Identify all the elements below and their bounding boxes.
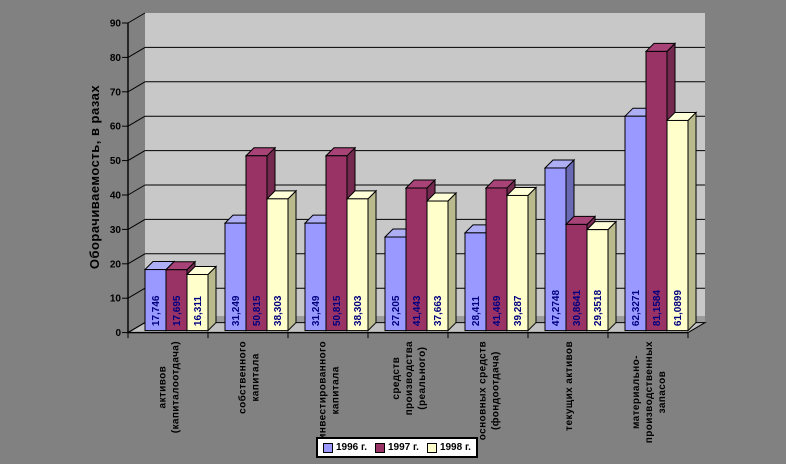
category-label: (фондоотдача)	[490, 351, 502, 430]
bar-1998	[506, 194, 529, 332]
bar-1998	[666, 119, 689, 332]
bar-value-label: 41,443	[412, 295, 423, 326]
category-label: средств	[391, 357, 402, 400]
bar-value-label: 41,469	[492, 295, 503, 326]
bar-1998	[186, 273, 209, 332]
legend-swatch-1996	[323, 442, 333, 453]
y-axis-tick-label: 70	[110, 87, 122, 98]
category-label: производства	[404, 341, 415, 415]
category-label: собственного	[237, 341, 249, 414]
category-label: капитала	[251, 353, 262, 401]
gridline-connector	[127, 150, 146, 162]
bar-value-label: 39,287	[513, 295, 524, 326]
y-axis-tick-label: 30	[110, 225, 122, 236]
bar-value-label: 17,746	[151, 295, 162, 326]
bar-value-label: 37,663	[433, 295, 444, 326]
gridline-connector	[127, 218, 146, 230]
bar-1998	[586, 229, 609, 332]
category-label: производственных	[644, 341, 655, 443]
bar-side	[687, 111, 697, 332]
bar-1998	[266, 198, 289, 332]
y-axis-tick-label: 90	[110, 19, 122, 30]
bar-value-label: 50,815	[252, 295, 263, 326]
gridline-connector	[127, 46, 146, 58]
gridline-connector	[127, 115, 146, 127]
category-label: текущих активов	[564, 341, 575, 431]
category-label: основных средств	[478, 341, 489, 440]
legend-swatch-1997	[374, 442, 385, 453]
gridline-connector	[127, 81, 146, 93]
bar-side	[527, 186, 537, 332]
y-axis-tick-label: 40	[110, 191, 122, 202]
bar-value-label: 28,411	[471, 296, 482, 326]
bar-side	[207, 265, 217, 332]
y-axis-tick-label: 50	[110, 156, 122, 167]
gridline-connector	[127, 287, 146, 299]
y-axis-tick-label: 60	[110, 122, 122, 133]
bar-value-label: 38,303	[273, 295, 284, 326]
bar-side	[447, 191, 457, 332]
legend-label-1998: 1998 г.	[439, 442, 471, 453]
gridline-connector	[127, 322, 146, 334]
gridline-connector	[127, 12, 146, 24]
category-label: активов	[158, 366, 169, 409]
bar-value-label: 30,8641	[572, 290, 583, 327]
bar-value-label: 29,3518	[593, 290, 604, 327]
bar-1997	[645, 50, 668, 332]
y-axis-tick-label: 80	[110, 53, 122, 64]
bar-value-label: 50,815	[332, 295, 343, 326]
legend-item-1997: 1997 г.	[374, 442, 419, 453]
y-axis-tick-label: 10	[110, 294, 122, 305]
bar-value-label: 38,303	[353, 295, 364, 326]
category-label: (реального)	[417, 347, 428, 410]
legend-label-1996: 1996 г.	[336, 442, 367, 453]
gridline-connector	[127, 253, 146, 265]
category-label: запасов	[657, 371, 668, 414]
legend-label-1997: 1997 г.	[387, 442, 419, 453]
category-label: материально-	[631, 355, 642, 429]
bar-value-label: 62,3271	[631, 290, 642, 327]
bar-side	[287, 189, 297, 332]
category-label: инвестированного	[318, 341, 329, 440]
category-label: капитала	[331, 366, 342, 414]
bar-value-label: 61,0899	[673, 290, 684, 327]
y-axis-tick-label: 20	[110, 259, 122, 270]
y-axis-tick-label: 0	[115, 328, 121, 339]
gridline-connector	[127, 184, 146, 196]
bar-1998	[346, 198, 369, 332]
legend-item-1996: 1996 г.	[323, 442, 367, 453]
y-axis-title: Оборачиваемость, в разах	[87, 85, 102, 270]
bar-1998	[426, 200, 449, 332]
bar-value-label: 16,311	[193, 296, 204, 326]
legend-item-1998: 1998 г.	[426, 442, 471, 453]
legend-swatch-1998	[426, 442, 437, 453]
bar-value-label: 31,249	[311, 295, 322, 326]
bar-side	[607, 220, 617, 332]
legend: 1996 г. 1997 г. 1998 г.	[316, 437, 478, 458]
bar-value-label: 47,2748	[551, 290, 562, 327]
bar-value-label: 31,249	[231, 295, 242, 326]
bar-value-label: 17,695	[172, 295, 183, 326]
bar-side	[367, 189, 377, 332]
category-label: (капиталоотдача)	[171, 341, 182, 433]
bar-value-label: 27,205	[391, 295, 402, 326]
bar-value-label: 81,1584	[652, 290, 663, 327]
